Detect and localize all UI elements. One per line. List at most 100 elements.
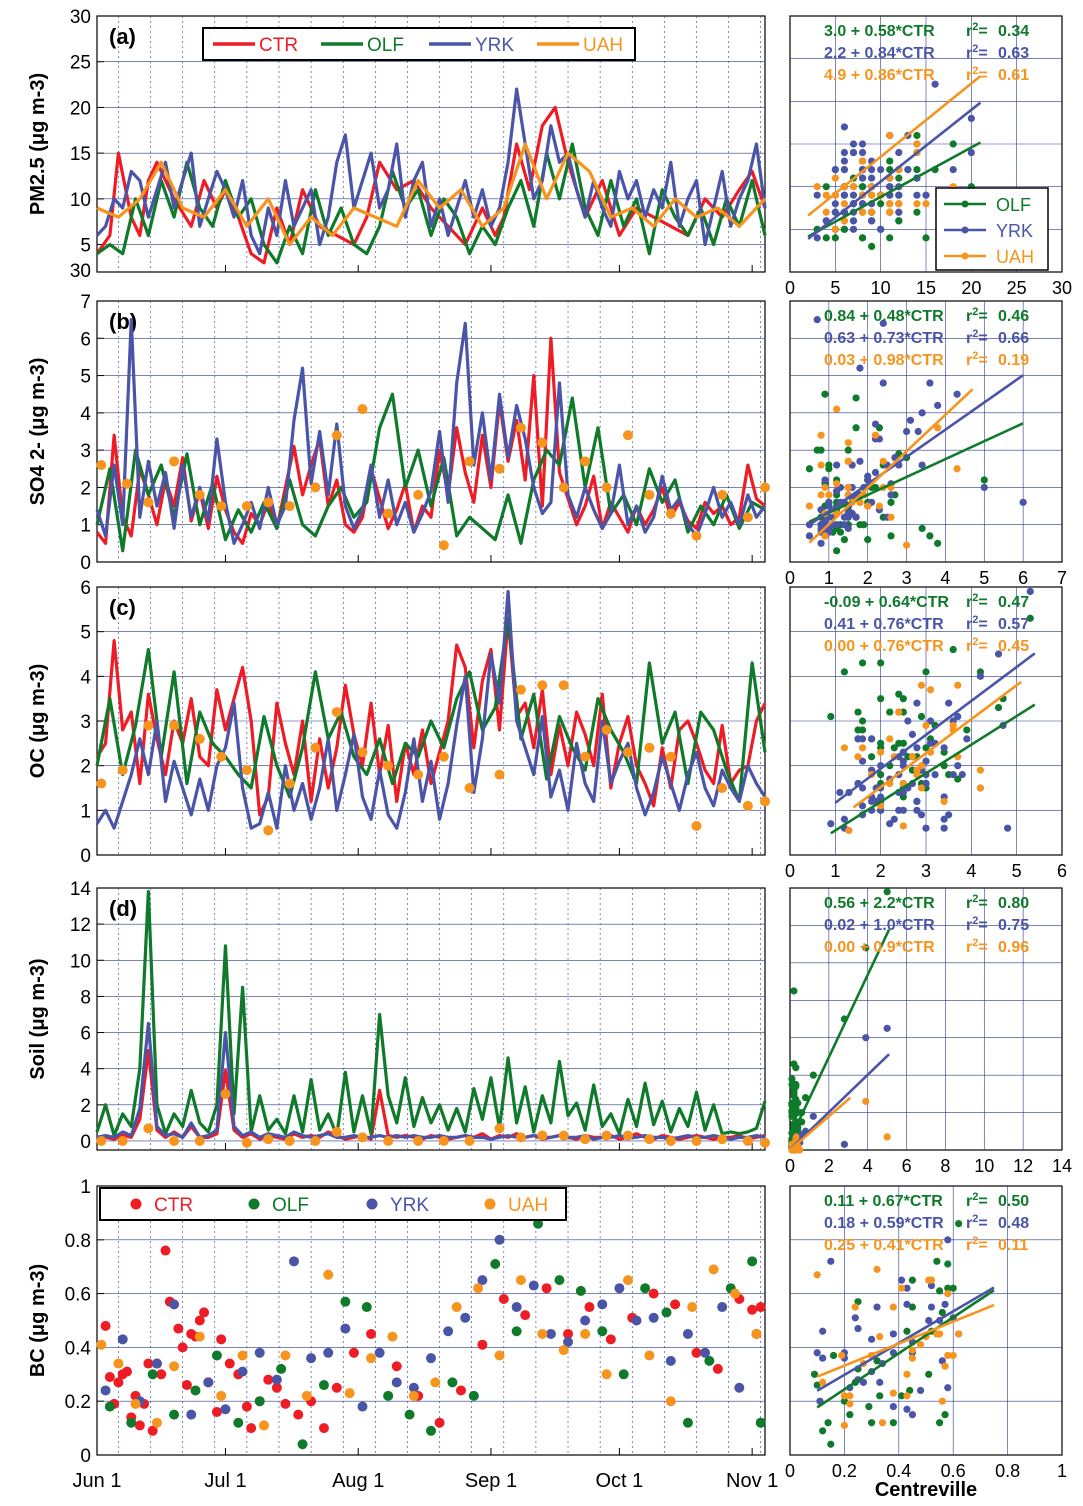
- data-point-uah: [413, 489, 424, 500]
- r-squared-symbol: r2=: [966, 350, 988, 369]
- r-squared-symbol: r2=: [966, 893, 988, 912]
- scatter-point-yrk: [840, 191, 849, 199]
- data-point-yrk: [648, 1312, 659, 1323]
- data-point-uah: [284, 778, 295, 789]
- data-point-uah: [494, 769, 505, 780]
- data-point-ctr: [100, 1320, 111, 1331]
- data-point-ctr: [477, 1339, 488, 1350]
- regression-line-uah: [852, 680, 1022, 809]
- data-point-uah: [113, 1358, 124, 1369]
- scatter-point-yrk: [906, 416, 915, 424]
- series-line-uah: [96, 142, 767, 247]
- data-point-uah: [464, 1135, 475, 1146]
- data-point-uah: [760, 796, 770, 807]
- scatter-point-uah: [813, 183, 821, 191]
- scatter-point-yrk: [953, 390, 961, 398]
- series-line-olf: [96, 142, 767, 265]
- scatter-point-yrk: [908, 1411, 917, 1419]
- panel-label: (d): [109, 896, 137, 921]
- scatter-point-uah: [846, 1400, 854, 1408]
- data-point-uah: [169, 456, 180, 467]
- data-point-yrk: [580, 1315, 591, 1326]
- regression-equation-yrk: 0.18 + 0.59*CTR: [824, 1215, 944, 1232]
- y-tick-label: 5: [80, 367, 91, 388]
- data-point-ctr: [348, 1347, 359, 1358]
- data-point-ctr: [181, 1380, 192, 1391]
- scatter-point-yrk: [954, 762, 962, 770]
- scatter-point-yrk: [813, 1349, 821, 1357]
- scatter-point-yrk: [877, 225, 885, 233]
- scatter-point-yrk: [916, 1386, 925, 1395]
- scatter-point-yrk: [862, 1034, 870, 1042]
- regression-equation-uah: 0.03 + 0.98*CTR: [824, 352, 944, 369]
- data-point-ctr: [263, 1374, 274, 1385]
- data-point-uah: [691, 530, 702, 541]
- scatter-point-yrk: [868, 735, 876, 743]
- r-squared-symbol: r2=: [966, 937, 988, 956]
- y-tick-label: 0.2: [65, 1392, 91, 1413]
- scatter-panel-e: 0 0.2 0.4 0.6 0.8 1 0.11 + 0.67*CTR r2= 0.50 0.1…: [785, 1185, 1067, 1481]
- scatter-point-yrk: [849, 225, 858, 233]
- scatter-point-yrk: [851, 1314, 859, 1322]
- scatter-point-uah: [917, 681, 926, 689]
- scatter-point-olf: [936, 1287, 944, 1295]
- data-point-yrk: [340, 1323, 351, 1334]
- data-point-ctr: [173, 1323, 184, 1334]
- data-point-uah: [537, 437, 548, 448]
- scatter-point-yrk: [858, 174, 867, 182]
- regression-line-yrk: [834, 652, 1036, 804]
- x-tick-label: Oct 1: [596, 1470, 644, 1492]
- data-point-uah: [344, 1388, 355, 1399]
- data-point-uah: [220, 1088, 231, 1099]
- scatter-point-yrk: [840, 148, 849, 157]
- data-point-ctr: [293, 1409, 304, 1420]
- r-squared-value: 0.63: [998, 45, 1029, 62]
- scatter-point-olf: [877, 771, 885, 779]
- y-tick-label: 30: [70, 7, 91, 28]
- scatter-point-uah: [831, 174, 839, 182]
- series-line-ctr: [96, 1049, 766, 1141]
- r-squared-value: 0.19: [998, 352, 1029, 369]
- scatter-point-olf: [821, 390, 829, 398]
- scatter-point-olf: [926, 532, 934, 540]
- regression-line-olf: [807, 141, 982, 238]
- scatter-point-yrk: [868, 1335, 876, 1343]
- scatter-point-yrk: [890, 815, 898, 823]
- r-squared-value: 0.50: [998, 1193, 1029, 1210]
- data-point-ctr: [498, 1293, 509, 1304]
- data-point-uah: [558, 1130, 569, 1141]
- data-point-yrk: [271, 1374, 282, 1385]
- data-point-uah: [143, 720, 154, 731]
- scatter-point-yrk: [908, 730, 917, 739]
- scatter-point-olf: [817, 446, 825, 454]
- scatter-point-olf: [831, 234, 839, 242]
- scatter-panel-c: 0 1 2 3 4 5 6 -0.09 + 0.64*CTR r2= 0.47 0.41 + 0.…: [785, 586, 1067, 881]
- scatter-point-olf: [886, 234, 894, 242]
- scatter-point-yrk: [858, 148, 867, 157]
- data-point-uah: [717, 783, 728, 793]
- y-tick-label: 5: [80, 623, 91, 644]
- scatter-point-yrk: [849, 217, 858, 225]
- scatter-x-tick-label: 5: [1012, 861, 1022, 881]
- plot-frame: [96, 15, 766, 273]
- scatter-point-uah: [822, 208, 830, 216]
- scatter-point-yrk: [926, 379, 934, 387]
- data-point-ctr: [271, 1382, 282, 1393]
- legend: CTR OLF YRK UAH: [202, 27, 636, 61]
- legend-label-olf: OLF: [272, 1195, 309, 1216]
- data-point-olf: [468, 1390, 479, 1401]
- r-squared-value: 0.96: [998, 939, 1029, 956]
- plot-frame: [96, 300, 766, 563]
- data-point-ctr: [241, 1401, 252, 1412]
- scatter-point-yrk: [889, 1330, 897, 1338]
- r-squared-eq: =: [978, 1193, 987, 1210]
- scatter-panel-d: 0 2 4 6 8 10 12 14 0.56 + 2.2*CTR r2= 0.80 0.02 + …: [785, 887, 1072, 1176]
- data-point-uah: [558, 1345, 569, 1356]
- scatter-point-olf: [954, 775, 962, 783]
- scatter-x-tick-label: 1: [824, 568, 834, 588]
- data-point-olf: [747, 1256, 758, 1267]
- data-point-uah: [130, 1398, 141, 1409]
- scatter-point-yrk: [844, 513, 852, 521]
- scatter-point-olf: [829, 1351, 838, 1360]
